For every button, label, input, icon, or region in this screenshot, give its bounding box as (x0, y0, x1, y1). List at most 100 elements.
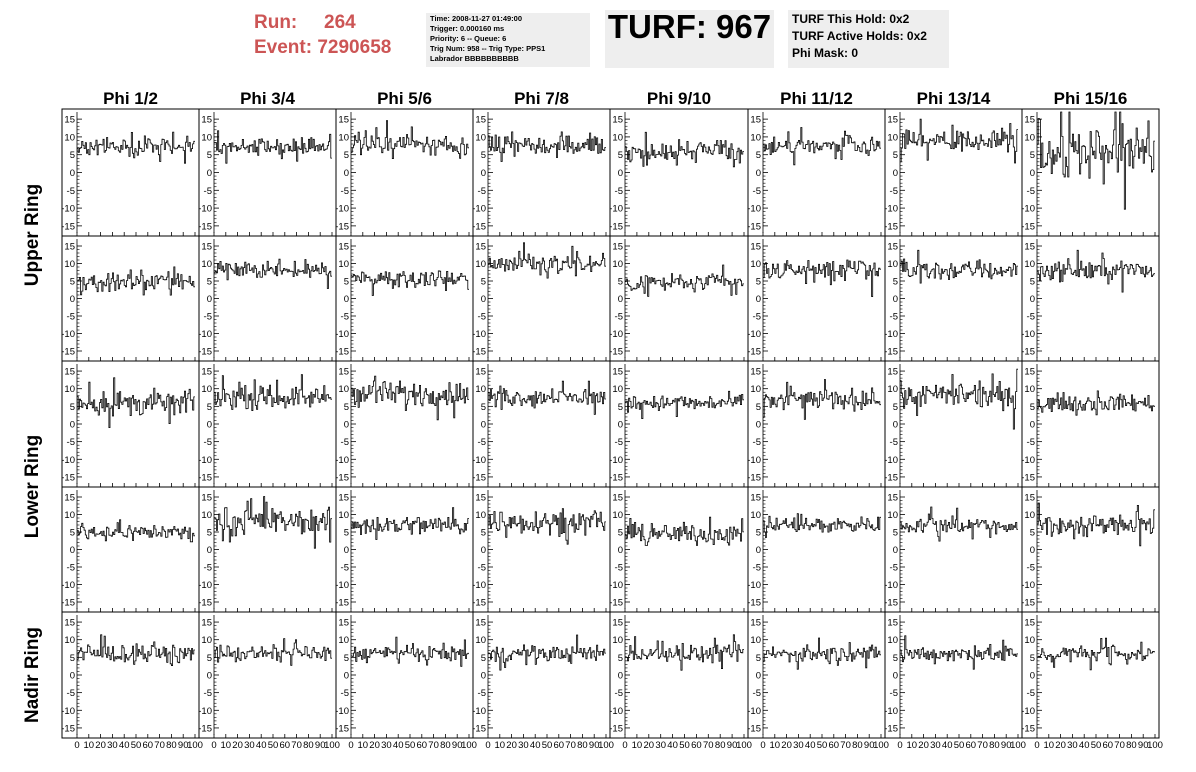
y-tick-label: -5 (753, 186, 761, 197)
event-value: 7290658 (317, 37, 392, 58)
y-tick-label: -15 (472, 723, 486, 734)
y-tick-label: 15 (887, 242, 898, 253)
y-tick-label: -15 (335, 598, 349, 609)
x-tick-label: 50 (954, 740, 965, 751)
y-tick-label: 0 (893, 294, 898, 305)
y-tick-label: 15 (1024, 242, 1035, 253)
waveform-trace (1037, 390, 1155, 416)
waveform-trace (488, 508, 606, 545)
y-tick-label: -15 (61, 221, 75, 232)
y-tick-label: -10 (884, 329, 898, 340)
run-label: Run: (254, 12, 298, 33)
y-tick-label: -10 (335, 329, 349, 340)
panel-frame (61, 360, 200, 488)
y-tick-label: 15 (750, 115, 761, 126)
y-tick-label: 10 (1024, 132, 1035, 143)
x-tick-label: 60 (1103, 740, 1114, 751)
y-tick-label: -5 (615, 312, 623, 323)
y-tick-label: -10 (884, 706, 898, 717)
y-tick-label: -5 (615, 437, 623, 448)
waveform-trace (488, 380, 606, 415)
panel-frame (198, 235, 337, 362)
panel-frame (198, 360, 337, 488)
phi-label-6: Phi 11/12 (780, 89, 853, 108)
y-tick-label: -10 (747, 204, 761, 215)
waveform-trace (1037, 111, 1155, 210)
y-tick-label: 10 (338, 510, 349, 521)
y-tick-label: 15 (475, 618, 486, 629)
y-tick-label: 0 (618, 671, 623, 682)
waveform-trace (1037, 249, 1155, 293)
y-tick-label: 10 (475, 635, 486, 646)
y-tick-label: 5 (618, 402, 623, 413)
y-tick-label: 5 (207, 402, 212, 413)
x-tick-label: 10 (495, 740, 506, 751)
y-tick-label: -15 (335, 723, 349, 734)
y-tick-label: 10 (64, 635, 75, 646)
y-tick-label: -10 (61, 580, 75, 591)
y-tick-label: 5 (893, 528, 898, 539)
y-tick-label: 10 (64, 384, 75, 395)
x-tick-label: 100 (598, 740, 614, 751)
x-tick-label: 10 (632, 740, 643, 751)
y-tick-label: 15 (201, 367, 212, 378)
x-tick-label: 80 (440, 740, 451, 751)
panel-frame (335, 611, 474, 739)
y-tick-label: -10 (1021, 455, 1035, 466)
y-tick-label: -10 (747, 329, 761, 340)
y-tick-label: 15 (612, 618, 623, 629)
y-tick-label: 15 (1024, 618, 1035, 629)
y-tick-label: -5 (341, 437, 349, 448)
y-tick-label: 0 (756, 671, 761, 682)
y-tick-label: 15 (475, 493, 486, 504)
y-tick-label: 5 (344, 528, 349, 539)
panel-frame (472, 360, 611, 488)
y-tick-label: -15 (747, 723, 761, 734)
y-tick-label: 5 (344, 653, 349, 664)
y-tick-label: 15 (1024, 367, 1035, 378)
y-tick-label: 15 (1024, 115, 1035, 126)
x-tick-label: 50 (817, 740, 828, 751)
y-tick-label: -5 (615, 688, 623, 699)
x-tick-label: 60 (417, 740, 428, 751)
y-tick-label: 10 (201, 384, 212, 395)
y-tick-label: -5 (67, 312, 75, 323)
y-tick-label: 15 (887, 367, 898, 378)
run-event-box: Run: 264 Event: 7290658 (254, 10, 391, 60)
x-tick-label: 60 (691, 740, 702, 751)
y-tick-label: 15 (887, 493, 898, 504)
y-tick-label: -15 (198, 723, 212, 734)
phi-label-4: Phi 7/8 (514, 89, 569, 108)
y-tick-label: 10 (1024, 259, 1035, 270)
panel-frame (198, 108, 337, 237)
y-tick-label: -10 (884, 204, 898, 215)
waveform-trace (214, 258, 332, 289)
x-tick-label: 40 (256, 740, 267, 751)
y-tick-label: -15 (472, 472, 486, 483)
y-tick-label: 5 (344, 402, 349, 413)
y-tick-label: -5 (204, 312, 212, 323)
waveform-trace (763, 259, 881, 297)
y-tick-label: 10 (612, 635, 623, 646)
y-tick-label: -15 (747, 472, 761, 483)
y-tick-label: 15 (612, 367, 623, 378)
y-tick-label: -5 (204, 186, 212, 197)
y-tick-label: 10 (64, 510, 75, 521)
y-tick-label: -5 (204, 563, 212, 574)
y-tick-label: -5 (341, 688, 349, 699)
x-tick-label: 80 (303, 740, 314, 751)
y-tick-label: 5 (70, 653, 75, 664)
x-tick-label: 20 (1055, 740, 1066, 751)
y-tick-label: 0 (1030, 545, 1035, 556)
x-tick-label: 20 (369, 740, 380, 751)
y-tick-label: -10 (472, 204, 486, 215)
y-tick-label: -5 (890, 437, 898, 448)
y-tick-label: 10 (201, 132, 212, 143)
y-tick-label: 10 (1024, 510, 1035, 521)
x-tick-label: 30 (518, 740, 529, 751)
x-tick-label: 100 (187, 740, 203, 751)
x-tick-label: 90 (589, 740, 600, 751)
panel-frame (198, 611, 337, 739)
y-tick-label: -5 (890, 688, 898, 699)
